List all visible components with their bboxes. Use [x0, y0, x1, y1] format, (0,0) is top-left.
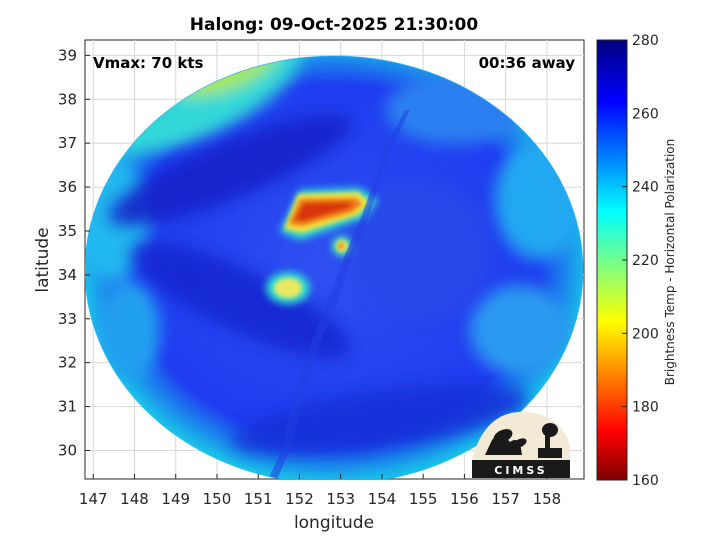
y-tick-label: 33: [58, 310, 77, 328]
y-tick-label: 30: [58, 441, 77, 459]
colorbar-tick-label: 240: [632, 180, 659, 196]
x-tick-label: 147: [79, 490, 108, 508]
y-tick-label: 39: [58, 46, 77, 64]
y-tick-label: 37: [58, 134, 77, 152]
x-tick-label: 148: [120, 490, 149, 508]
x-axis-label: longitude: [294, 513, 374, 533]
x-axis: 147 148 149 150 151 152 153 154 155 156 157 158: [79, 474, 561, 508]
colorbar-tick-label: 260: [632, 106, 659, 122]
y-tick-label: 31: [58, 398, 77, 416]
x-tick-label: 156: [450, 490, 479, 508]
cimss-logo: CIMSS: [472, 411, 570, 478]
x-tick-label: 155: [409, 490, 438, 508]
y-tick-label: 32: [58, 354, 77, 372]
vmax-annotation: Vmax: 70 kts: [93, 54, 203, 72]
logo-text: CIMSS: [494, 464, 547, 477]
colorbar-tick-label: 180: [632, 400, 659, 416]
y-tick-label: 38: [58, 90, 77, 108]
x-tick-label: 150: [203, 490, 232, 508]
x-tick-label: 157: [491, 490, 520, 508]
colorbar-ticks: 160 180 200 220 240 260 280: [622, 33, 659, 489]
x-tick-label: 158: [533, 490, 562, 508]
colorbar-tick-label: 280: [632, 33, 659, 49]
y-tick-label: 35: [58, 222, 77, 240]
x-tick-label: 154: [368, 490, 397, 508]
y-axis-label: latitude: [33, 227, 53, 292]
x-tick-label: 152: [285, 490, 314, 508]
y-tick-label: 34: [58, 266, 77, 284]
colorbar-tick-label: 200: [632, 326, 659, 342]
x-tick-label: 153: [326, 490, 355, 508]
colorbar-tick-label: 220: [632, 253, 659, 269]
y-axis: 30 31 32 33 34 35 36 37 38 39: [58, 46, 90, 459]
colorbar-tick-label: 160: [632, 473, 659, 489]
x-tick-label: 149: [161, 490, 190, 508]
chart-title: Halong: 09-Oct-2025 21:30:00: [190, 15, 479, 35]
x-tick-label: 151: [244, 490, 273, 508]
time-offset-annotation: 00:36 away: [479, 54, 576, 72]
colorbar-label: Brightness Temp - Horizontal Polarizatio…: [663, 139, 677, 386]
y-tick-label: 36: [58, 178, 77, 196]
